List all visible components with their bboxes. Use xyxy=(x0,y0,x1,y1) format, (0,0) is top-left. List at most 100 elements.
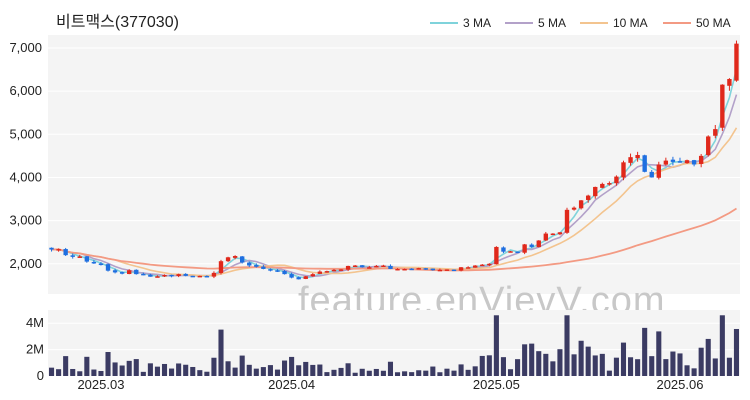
candle xyxy=(642,154,647,173)
candle-body xyxy=(458,267,464,271)
candle-body xyxy=(338,269,344,271)
candle xyxy=(119,271,125,275)
volume-bar xyxy=(359,368,365,376)
volume-bar xyxy=(98,370,104,376)
candle-body xyxy=(600,183,605,188)
candle xyxy=(261,265,266,270)
volume-bar xyxy=(282,360,288,376)
volume-tick-label: 2M xyxy=(26,342,44,357)
volume-bar xyxy=(303,361,309,376)
candle-body xyxy=(296,277,301,280)
candle xyxy=(607,181,612,186)
candle-body xyxy=(275,270,280,272)
candle xyxy=(536,240,541,248)
candle-body xyxy=(112,270,118,273)
legend-item: 3 MA xyxy=(430,16,491,30)
candle xyxy=(345,265,351,272)
candle xyxy=(564,207,570,234)
candle xyxy=(367,265,372,269)
candle xyxy=(190,275,195,278)
volume-bar xyxy=(430,366,436,376)
candle-body xyxy=(91,261,97,264)
candle xyxy=(254,263,259,268)
candle-body xyxy=(367,267,372,269)
candle xyxy=(84,255,90,263)
candle-body xyxy=(261,266,266,269)
candle-body xyxy=(254,265,259,267)
volume-bar xyxy=(394,372,401,376)
candle-body xyxy=(282,270,287,275)
candle-body xyxy=(416,268,421,270)
candle xyxy=(635,151,640,162)
candle-body xyxy=(176,274,181,277)
volume-bar xyxy=(437,372,443,376)
chart-title: 비트맥스(377030) xyxy=(56,13,179,31)
candle xyxy=(670,156,676,166)
x-tick-label: 2025.06 xyxy=(656,377,703,392)
candle xyxy=(416,267,421,270)
volume-bar xyxy=(529,343,535,376)
legend-item: 50 MA xyxy=(663,16,731,30)
candle xyxy=(112,268,118,274)
volume-bar xyxy=(77,371,83,376)
candle xyxy=(727,78,732,91)
candle-body xyxy=(331,269,337,272)
candle xyxy=(713,124,718,139)
volume-bar xyxy=(507,369,514,376)
candle xyxy=(529,243,534,248)
volume-bar xyxy=(63,356,69,376)
candle xyxy=(148,273,153,277)
volume-bar xyxy=(585,346,591,376)
volume-bar xyxy=(416,370,422,376)
candle-body xyxy=(183,273,188,276)
volume-bar xyxy=(232,367,238,376)
volume-bar xyxy=(133,359,139,376)
volume-bar xyxy=(620,342,627,376)
candle xyxy=(501,246,506,254)
candle xyxy=(621,160,626,181)
candle xyxy=(706,135,711,157)
legend-label: 3 MA xyxy=(463,16,491,30)
candle-body xyxy=(585,195,591,200)
candle-body xyxy=(395,268,400,271)
candle-body xyxy=(63,249,68,256)
volume-bar xyxy=(635,359,641,376)
candle-body xyxy=(557,232,563,235)
candle-body xyxy=(225,257,231,262)
volume-bar xyxy=(543,353,549,376)
candle-body xyxy=(515,251,520,254)
volume-bar xyxy=(465,369,471,376)
volume-bar xyxy=(105,352,111,376)
ma-line-50 xyxy=(51,207,737,272)
candle xyxy=(550,233,556,236)
volume-bar xyxy=(733,328,740,376)
candle-body xyxy=(593,186,598,197)
legend-label: 50 MA xyxy=(696,16,731,30)
candle xyxy=(698,153,704,168)
volume-bar xyxy=(656,331,662,376)
volume-tick-label: 0 xyxy=(37,368,44,383)
candle-body xyxy=(444,269,450,271)
candle-body xyxy=(268,269,273,271)
price-grid xyxy=(48,47,740,265)
candle xyxy=(515,251,520,254)
candle-body xyxy=(423,268,428,270)
candle-body xyxy=(550,233,556,236)
candle-body xyxy=(98,263,104,266)
volume-bar xyxy=(684,365,690,376)
candle-body xyxy=(247,262,252,266)
candle-body xyxy=(698,155,704,164)
legend-label: 10 MA xyxy=(613,16,648,30)
candle-body xyxy=(437,269,443,272)
volume-bar xyxy=(578,340,584,376)
volume-bar xyxy=(176,363,182,376)
volume-bar xyxy=(147,363,153,376)
price-axis: 2,000 3,000 4,000 5,000 6,000 7,000 xyxy=(9,40,42,271)
candle xyxy=(628,153,633,166)
candle xyxy=(430,268,436,271)
candle xyxy=(494,246,499,265)
candle xyxy=(578,200,584,210)
candle xyxy=(677,157,683,163)
candle xyxy=(183,273,188,277)
volume-bar xyxy=(670,351,676,376)
